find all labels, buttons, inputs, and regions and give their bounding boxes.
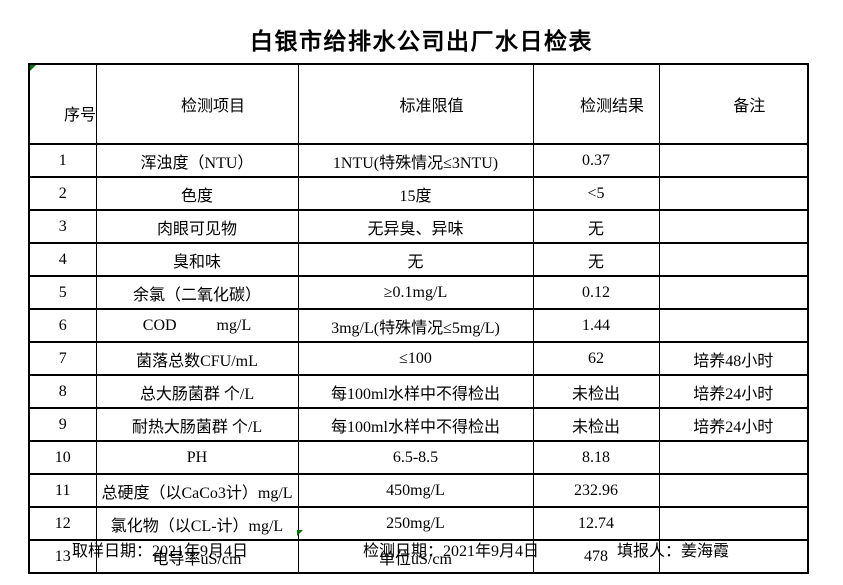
reporter-name: 填报人：姜海霞 (617, 543, 730, 560)
cell-result: 0.12 (532, 275, 660, 310)
cell-note (658, 440, 809, 475)
page-title: 白银市给排水公司出厂水日检表 (250, 28, 593, 54)
cell-limit: 1NTU(特殊情况≤3NTU) (297, 143, 534, 178)
cell-result: 1.44 (532, 308, 660, 343)
cell-item: 肉眼可见物 (95, 209, 299, 244)
table-row: 11 总硬度（以CaCo3计）mg/L 450mg/L 232.96 (28, 473, 809, 508)
cell-item: 总硬度（以CaCo3计）mg/L (95, 473, 299, 508)
cell-result: 232.96 (532, 473, 660, 508)
cell-no: 1 (28, 143, 97, 178)
cell-result: 478 (532, 539, 660, 574)
cell-limit: 15度 (297, 176, 534, 211)
cell-result: 8.18 (532, 440, 660, 475)
cell-no: 7 (28, 341, 97, 376)
cell-item: 电导率uS/cm (95, 539, 299, 574)
cell-result: 无 (532, 209, 660, 244)
cell-result: 12.74 (532, 506, 660, 541)
header-label-result: 检测结果 (579, 98, 644, 115)
header-cell-result: 检测结果 (532, 63, 660, 145)
header-label-item: 检测项目 (180, 98, 245, 115)
excel-error-marker-icon (30, 66, 36, 71)
cell-item: 耐热大肠菌群 个/L (95, 407, 299, 442)
table-row: 3 肉眼可见物 无异臭、异味无 (28, 209, 809, 244)
cell-limit: ≤100 (297, 341, 534, 376)
header-label-no: 序号 (64, 107, 96, 124)
cell-no: 2 (28, 176, 97, 211)
cell-no: 9 (28, 407, 97, 442)
table-row: 4 臭和味无无 (28, 242, 809, 277)
cell-no: 6 (28, 308, 97, 343)
cell-note (658, 539, 809, 574)
cell-limit: 250mg/L (297, 506, 534, 541)
cell-no: 11 (28, 473, 97, 508)
cell-no: 10 (28, 440, 97, 475)
cell-limit: ≥0.1mg/L (297, 275, 534, 310)
cell-no: 12 (28, 506, 97, 541)
cell-item: 总大肠菌群 个/L (95, 374, 299, 409)
cell-item: 色度 (95, 176, 299, 211)
header-row: 序号 检测项目 标准限值 检测结果 备注 (28, 63, 809, 145)
header-label-note: 备注 (733, 98, 766, 115)
cell-note (658, 308, 809, 343)
header-cell-no: 序号 (28, 63, 97, 145)
header-label-limit: 标准限值 (399, 98, 464, 115)
table-row: 2 色度 15度 <5 (28, 176, 809, 211)
cell-item: PH (95, 440, 299, 475)
inspection-table: 序号 检测项目 标准限值 检测结果 备注 1 浑浊度（NTU） 1NTU(特殊情况≤… (28, 63, 809, 574)
cell-no: 3 (28, 209, 97, 244)
sampling-date: 取样日期：2021年9月4日 (72, 543, 249, 560)
cell-note (658, 143, 809, 178)
cell-limit: 无 (297, 242, 534, 277)
cell-result: 62 (532, 341, 660, 376)
cell-result: <5 (532, 176, 660, 211)
cell-note (658, 473, 809, 508)
cell-limit: 每100ml水样中不得检出 (297, 374, 534, 409)
cell-item: 臭和味 (95, 242, 299, 277)
header-cell-note: 备注 (658, 63, 809, 145)
cell-note: 培养24小时 (658, 374, 809, 409)
cell-limit: 无异臭、异味 (297, 209, 534, 244)
table-row: 9 耐热大肠菌群 个/L 每100ml水样中不得检出 未检出 培养24小时 (28, 407, 809, 442)
cell-result: 无 (532, 242, 660, 277)
cell-result: 0.37 (532, 143, 660, 178)
cell-result: 未检出 (532, 374, 660, 409)
cell-limit: 6.5-8.5 (297, 440, 534, 475)
cell-note: 培养24小时 (658, 407, 809, 442)
cell-note (658, 506, 809, 541)
table-row: 7 菌落总数CFU/mL ≤100 62 培养48小时 (28, 341, 809, 376)
cell-note (658, 176, 809, 211)
cell-no: 5 (28, 275, 97, 310)
header-cell-limit: 标准限值 (297, 63, 534, 145)
cell-note: 培养48小时 (658, 341, 809, 376)
cell-item: 氯化物（以CL-计）mg/L (95, 506, 299, 541)
cell-result: 未检出 (532, 407, 660, 442)
cell-no: 8 (28, 374, 97, 409)
cell-item: 浑浊度（NTU） (95, 143, 299, 178)
table-row: 12 氯化物（以CL-计）mg/L 250mg/L 12.74 (28, 506, 809, 541)
header-cell-item: 检测项目 (95, 63, 299, 145)
cell-no: 4 (28, 242, 97, 277)
table-row: 10 PH 6.5-8.5 8.18 (28, 440, 809, 475)
table-row: 1 浑浊度（NTU） 1NTU(特殊情况≤3NTU) 0.37 (28, 143, 809, 178)
cell-item: 余氯（二氧化碳） (95, 275, 299, 310)
cell-limit: 3mg/L(特殊情况≤5mg/L) (297, 308, 534, 343)
cell-note (658, 242, 809, 277)
test-date: 检测日期：2021年9月4日 (363, 543, 540, 560)
table-row: 6 COD mg/L 3mg/L(特殊情况≤5mg/L) 1.44 (28, 308, 809, 343)
table-body: 1 浑浊度（NTU） 1NTU(特殊情况≤3NTU) 0.37 2 色度 15度 <5 3 肉眼可… (28, 143, 809, 574)
table-row: 8 总大肠菌群 个/L 每100ml水样中不得检出 未检出 培养24小时 (28, 374, 809, 409)
cell-item: COD mg/L (95, 308, 299, 343)
cell-limit: 每100ml水样中不得检出 (297, 407, 534, 442)
cell-no: 13 (28, 539, 97, 574)
excel-error-marker-icon (297, 530, 303, 536)
cell-note (658, 209, 809, 244)
table-row: 13 电导率uS/cm 单位uS/cm 478 (28, 539, 809, 574)
table-row: 5 余氯（二氧化碳） ≥0.1mg/L 0.12 (28, 275, 809, 310)
cell-note (658, 275, 809, 310)
cell-item: 菌落总数CFU/mL (95, 341, 299, 376)
cell-limit: 450mg/L (297, 473, 534, 508)
